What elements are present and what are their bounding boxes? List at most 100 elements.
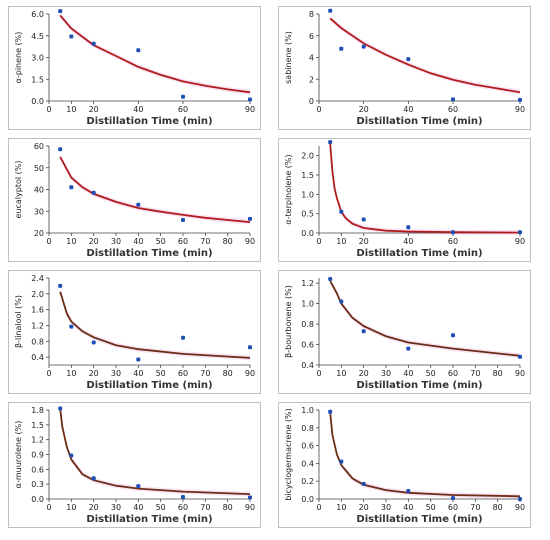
x-tick-label: 30	[111, 503, 121, 512]
fit-curve	[329, 17, 521, 94]
data-point	[248, 345, 252, 350]
data-point	[518, 497, 522, 501]
y-tick-label: 30	[34, 207, 44, 216]
x-axis-label: Distillation Time (min)	[86, 514, 212, 525]
data-point	[518, 97, 522, 102]
data-point	[451, 97, 455, 102]
y-tick-label: 0.8	[31, 337, 44, 346]
x-tick-label: 80	[223, 237, 233, 246]
data-point	[181, 94, 185, 99]
data-point	[58, 283, 63, 288]
x-tick-label: 80	[493, 369, 503, 378]
x-tick-label: 20	[359, 237, 369, 246]
y-tick-label: 0.8	[301, 320, 314, 329]
x-tick-label: 30	[381, 503, 391, 512]
data-point	[328, 409, 333, 414]
data-point	[69, 185, 74, 190]
y-tick-label: 0.6	[301, 341, 314, 350]
x-axis-label: Distillation Time (min)	[86, 248, 212, 259]
data-point	[58, 406, 63, 411]
chart-panel-bicyclogermacrene: 0 10 20 30 40 50 60 70 80 90 0.0 0.2 0.4 0.6 0.8 1.0 Dis…	[278, 402, 531, 528]
data-point	[136, 48, 141, 53]
chart-panel-sabinene: 0 20 40 60 90 0 2 4 6 8 Distillation Time (min) sab…	[278, 6, 531, 130]
y-tick-label: 0.4	[301, 361, 314, 370]
x-tick-label: 70	[200, 237, 210, 246]
x-tick-label: 60	[178, 105, 188, 114]
y-tick-label: 0.3	[31, 480, 44, 489]
fit-curve	[59, 14, 251, 94]
y-axis-label: β-bourbonene (%)	[284, 285, 293, 358]
y-tick-label: 6	[309, 32, 314, 41]
data-point	[451, 496, 455, 501]
y-tick-label: 2	[309, 75, 314, 84]
x-tick-label: 50	[426, 369, 436, 378]
x-tick-label: 20	[89, 105, 99, 114]
x-tick-label: 0	[316, 105, 321, 114]
x-tick-label: 30	[111, 369, 121, 378]
x-tick-label: 40	[403, 503, 413, 512]
data-point	[181, 335, 185, 340]
data-point	[339, 459, 344, 464]
chart-svg-eucalyptol: 0 10 20 30 40 50 60 70 80 90 20 30 40 50 60 Distillatio…	[14, 142, 255, 259]
x-tick-label: 50	[156, 237, 166, 246]
x-tick-label: 60	[178, 369, 188, 378]
y-tick-label: 50	[34, 164, 44, 173]
y-tick-label: 1.6	[31, 306, 44, 315]
x-tick-label: 80	[223, 369, 233, 378]
data-point	[328, 8, 333, 13]
x-axis-label: Distillation Time (min)	[86, 116, 212, 127]
y-axis-label: β-linalool (%)	[14, 295, 23, 348]
data-point	[248, 495, 252, 500]
y-tick-label: 1.0	[301, 190, 314, 199]
data-point	[181, 495, 185, 499]
x-tick-label: 40	[403, 237, 413, 246]
x-tick-label: 40	[133, 503, 143, 512]
data-point	[518, 354, 522, 359]
fit-curve	[59, 156, 251, 223]
y-tick-label: 0.0	[31, 97, 44, 106]
x-tick-label: 80	[493, 503, 503, 512]
chart-panel-beta-linalool: 0 10 20 30 40 50 60 70 80 90 0.4 0.8 1.2 1.6 2.0 2.4 Dis…	[8, 270, 261, 394]
data-point	[518, 230, 522, 235]
x-tick-label: 20	[89, 369, 99, 378]
chart-panel-beta-bourbonene: 0 10 20 30 40 50 60 70 80 90 0.4 0.6 0.8 1.0 1.2 Distil…	[278, 270, 531, 394]
chart-svg-alpha-muurolene: 0 10 20 30 40 50 60 70 80 90 0.0 0.3 0.6 0.9 1.2 1.5 1.8…	[14, 406, 255, 525]
data-point	[406, 489, 411, 493]
data-point	[451, 333, 455, 338]
data-point	[339, 209, 344, 214]
x-tick-label: 10	[336, 503, 346, 512]
data-point	[58, 9, 63, 14]
x-tick-label: 60	[448, 503, 458, 512]
y-axis-label: eucalyptol (%)	[14, 161, 23, 219]
y-tick-label: 8	[309, 10, 314, 19]
x-tick-label: 20	[89, 503, 99, 512]
data-point	[328, 277, 333, 281]
y-tick-label: 4	[309, 54, 314, 63]
chart-panel-alpha-terpinolene: 0 10 20 40 60 90 0.0 0.5 1.0 1.5 2.0 Distillation T…	[278, 138, 531, 262]
data-point	[136, 357, 141, 362]
chart-panel-eucalyptol: 0 10 20 30 40 50 60 70 80 90 20 30 40 50 60 Distillatio…	[8, 138, 261, 262]
x-tick-label: 0	[316, 237, 321, 246]
data-point	[69, 453, 74, 458]
y-tick-label: 1.8	[31, 406, 44, 415]
x-tick-label: 0	[46, 105, 51, 114]
x-tick-label: 80	[223, 503, 233, 512]
chart-svg-beta-linalool: 0 10 20 30 40 50 60 70 80 90 0.4 0.8 1.2 1.6 2.0 2.4 Dis…	[14, 274, 255, 391]
data-point	[361, 44, 366, 49]
x-tick-label: 10	[66, 369, 76, 378]
y-axis-label: bicyclogermacrene (%)	[284, 408, 293, 501]
fit-band	[60, 406, 251, 497]
x-tick-label: 20	[89, 237, 99, 246]
x-axis-label: Distillation Time (min)	[356, 116, 482, 127]
x-tick-label: 20	[359, 369, 369, 378]
data-point	[339, 46, 344, 51]
fit-band	[330, 15, 520, 95]
x-tick-label: 60	[448, 105, 458, 114]
x-tick-label: 0	[316, 369, 321, 378]
x-tick-label: 10	[336, 369, 346, 378]
x-tick-label: 50	[156, 369, 166, 378]
x-tick-label: 90	[515, 105, 525, 114]
x-tick-label: 10	[336, 237, 346, 246]
fit-curve	[59, 291, 251, 359]
fit-band	[330, 410, 520, 499]
